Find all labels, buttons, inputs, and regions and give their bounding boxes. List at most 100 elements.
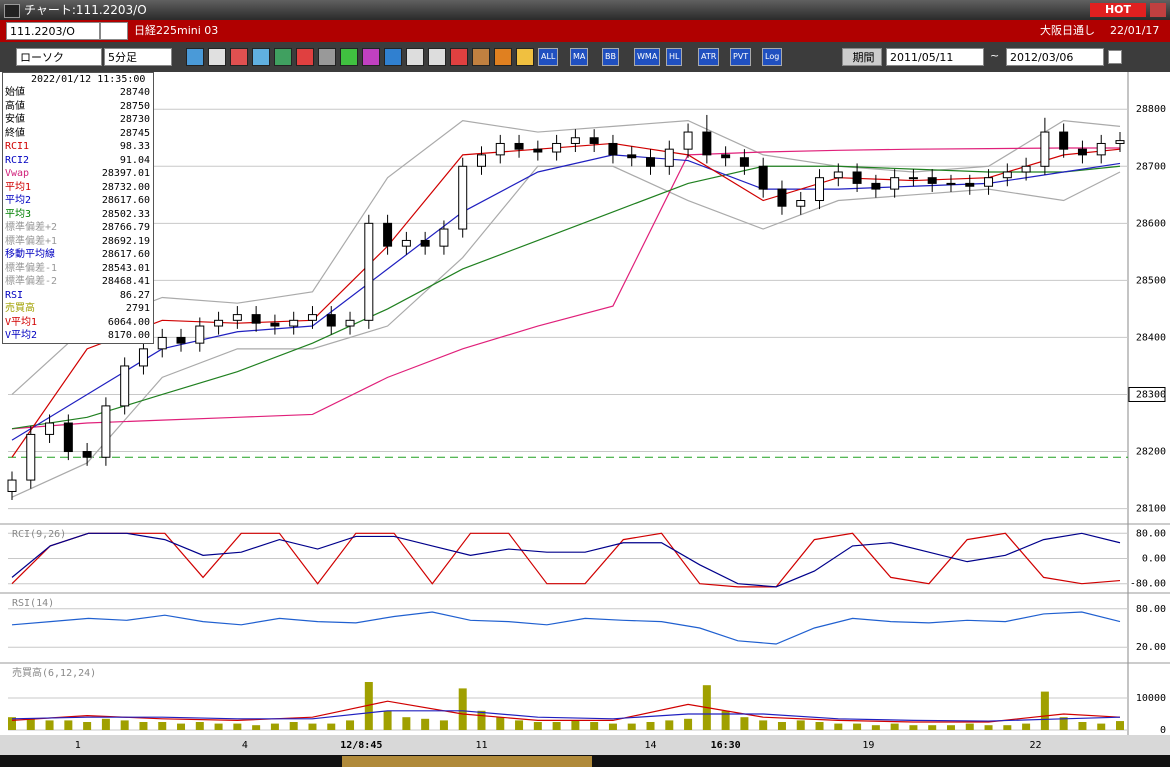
candle-body (101, 405, 111, 458)
interval-select[interactable]: 5分足 (104, 48, 172, 66)
tool-button[interactable]: Log (762, 48, 783, 66)
icon-strip: ALL MA BB WMA HL ATR PVT Log (186, 48, 826, 66)
info-label: 平均2 (5, 195, 32, 206)
indicator-line (11, 120, 1121, 395)
tool-icon[interactable] (208, 48, 226, 66)
info-label: 売買高 (5, 303, 35, 314)
info-row: 平均3 28502.33 (3, 208, 153, 222)
chart-kind-select[interactable]: ローソク (16, 48, 102, 66)
symbol-input[interactable]: 111.2203/O (6, 22, 100, 40)
tool-button[interactable]: PVT (730, 48, 752, 66)
volume-bar (1003, 725, 1012, 730)
tool-icon[interactable] (186, 48, 204, 66)
info-row: 終値 28745 (3, 127, 153, 141)
to-date[interactable]: 2012/03/06 (1006, 48, 1104, 66)
candle-body (214, 319, 224, 327)
close-button[interactable] (1150, 3, 1166, 17)
volume-bar (834, 723, 843, 730)
candle-body (683, 131, 693, 150)
tool-button[interactable]: HL (666, 48, 683, 66)
candle-body (307, 314, 317, 321)
volume-bar (327, 723, 336, 730)
candle-body (458, 165, 468, 230)
info-row: 移動平均線 28617.60 (3, 248, 153, 262)
volume-bar (815, 722, 824, 730)
candle-body (815, 177, 825, 202)
title-bar: チャート:111.2203/O HOT (0, 0, 1170, 20)
candle-body (777, 188, 787, 207)
tool-icon[interactable] (230, 48, 248, 66)
symbol-dropdown[interactable] (100, 22, 128, 40)
checkbox[interactable] (1108, 50, 1122, 64)
info-panel: 2022/01/12 11:35:00 始値 28740 高値 28750 安値 2873… (2, 72, 154, 344)
info-label: 安値 (5, 114, 25, 125)
tool-button[interactable]: ALL (538, 48, 559, 66)
tool-icon[interactable] (428, 48, 446, 66)
volume-bar (890, 723, 899, 730)
volume-bar (1116, 721, 1124, 730)
info-value: 28617.60 (101, 195, 150, 206)
x-tick-label: 11 (475, 740, 487, 751)
volume-bar (646, 722, 655, 730)
info-label: RCI2 (5, 154, 30, 166)
y-tick-label: -80.00 (1130, 579, 1166, 590)
tool-icon[interactable] (296, 48, 314, 66)
tool-icon[interactable] (494, 48, 512, 66)
info-value: 98.33 (119, 141, 150, 152)
tool-icon[interactable] (318, 48, 336, 66)
hot-badge[interactable]: HOT (1090, 3, 1146, 17)
candle-body (702, 131, 712, 156)
info-row: RCI2 91.04 (3, 154, 153, 168)
session: 大阪日通し (1040, 24, 1095, 37)
tool-button[interactable]: BB (602, 48, 619, 66)
tilde: ~ (990, 49, 1000, 62)
tool-icon[interactable] (450, 48, 468, 66)
tool-icon[interactable] (362, 48, 380, 66)
tool-button[interactable]: MA (570, 48, 589, 66)
volume-bar (571, 720, 580, 730)
volume-bar (533, 722, 542, 730)
tool-icon[interactable] (516, 48, 534, 66)
window-title: チャート:111.2203/O (24, 3, 147, 17)
info-time: 11:35:00 (97, 74, 146, 85)
x-tick-label: 22 (1029, 740, 1041, 751)
volume-bar (777, 722, 786, 730)
info-value: 28397.01 (101, 168, 150, 179)
candle-body (26, 433, 36, 481)
tool-icon[interactable] (472, 48, 490, 66)
tool-icon[interactable] (274, 48, 292, 66)
tool-icon[interactable] (384, 48, 402, 66)
volume-bar (477, 710, 486, 730)
candle-body (646, 157, 656, 167)
tool-button[interactable]: WMA (634, 48, 661, 66)
candle-body (7, 479, 17, 492)
tool-button[interactable]: ATR (698, 48, 720, 66)
indicator-line (11, 532, 1121, 588)
info-row: V平均1 6064.00 (3, 316, 153, 330)
y-tick-label: 20.00 (1136, 642, 1166, 653)
candle-body (289, 319, 299, 327)
volume-bar (45, 720, 54, 730)
candle-body (739, 157, 749, 167)
tool-icon[interactable] (406, 48, 424, 66)
info-value: 28730 (119, 114, 150, 125)
candle-body (871, 182, 881, 190)
info-date: 2022/01/12 (31, 74, 92, 85)
y-tick-label: 28800 (1136, 104, 1166, 115)
tool-icon[interactable] (340, 48, 358, 66)
x-tick-label: 19 (862, 740, 874, 751)
info-value: 28617.60 (101, 249, 150, 260)
panel-title: RSI(14) (12, 598, 54, 609)
from-date[interactable]: 2011/05/11 (886, 48, 984, 66)
tool-icon[interactable] (252, 48, 270, 66)
x-tick-label: 4 (242, 740, 248, 751)
period-button[interactable]: 期間 (842, 48, 882, 66)
candle-body (758, 165, 768, 190)
candle-body (439, 228, 449, 247)
info-label: Vwap (5, 168, 30, 179)
info-value: 28740 (119, 87, 150, 98)
volume-bar (1059, 717, 1068, 730)
info-row: 安値 28730 (3, 113, 153, 127)
x-tick-label: 1 (75, 740, 81, 751)
